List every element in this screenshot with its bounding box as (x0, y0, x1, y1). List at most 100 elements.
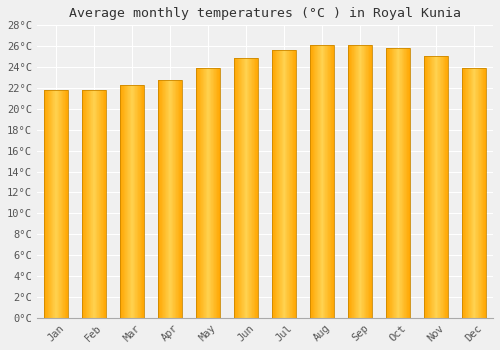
Bar (216, 68, 217, 318)
Bar (318, 45, 319, 318)
Bar (257, 58, 258, 318)
Bar (134, 85, 135, 318)
Bar (388, 48, 389, 318)
Bar (432, 56, 433, 318)
Bar (128, 85, 129, 318)
Bar (320, 45, 321, 318)
Bar (280, 50, 281, 318)
Bar (67, 90, 68, 318)
Bar (476, 68, 477, 318)
Bar (475, 68, 476, 318)
Bar (125, 85, 126, 318)
Bar (462, 68, 463, 318)
Bar (366, 45, 367, 318)
Bar (278, 50, 280, 318)
Bar (210, 68, 211, 318)
Bar (274, 50, 275, 318)
Bar (173, 79, 174, 318)
Bar (91, 90, 92, 318)
Bar (427, 56, 428, 318)
Bar (199, 68, 200, 318)
Bar (178, 79, 179, 318)
Bar (399, 48, 400, 318)
Bar (310, 45, 311, 318)
Bar (434, 56, 435, 318)
Bar (160, 79, 161, 318)
Bar (356, 45, 357, 318)
Bar (313, 45, 314, 318)
Bar (290, 50, 291, 318)
Bar (247, 58, 248, 318)
Bar (480, 68, 481, 318)
Bar (253, 58, 254, 318)
Bar (272, 50, 273, 318)
Bar (359, 45, 360, 318)
Bar (65, 90, 66, 318)
Bar (390, 48, 391, 318)
Bar (291, 50, 292, 318)
Title: Average monthly temperatures (°C ) in Royal Kunia: Average monthly temperatures (°C ) in Ro… (69, 7, 461, 20)
Bar (371, 45, 372, 318)
Bar (426, 56, 427, 318)
Bar (136, 85, 137, 318)
Bar (275, 50, 276, 318)
Bar (86, 90, 87, 318)
Bar (133, 85, 134, 318)
Bar (479, 68, 480, 318)
Bar (102, 90, 104, 318)
Bar (161, 79, 162, 318)
Bar (98, 90, 99, 318)
Bar (317, 45, 318, 318)
Bar (158, 79, 160, 318)
Bar (138, 85, 139, 318)
Bar (283, 50, 284, 318)
Bar (401, 48, 402, 318)
Bar (353, 45, 354, 318)
Bar (406, 48, 407, 318)
Bar (387, 48, 388, 318)
Bar (162, 79, 163, 318)
Bar (319, 45, 320, 318)
Bar (429, 56, 430, 318)
Bar (409, 48, 410, 318)
Bar (126, 85, 127, 318)
Bar (174, 79, 175, 318)
Bar (105, 90, 106, 318)
Bar (472, 68, 473, 318)
Bar (484, 68, 486, 318)
Bar (442, 56, 443, 318)
Bar (463, 68, 464, 318)
Bar (202, 68, 203, 318)
Bar (206, 68, 208, 318)
Bar (165, 79, 166, 318)
Bar (47, 90, 48, 318)
Bar (142, 85, 143, 318)
Bar (171, 79, 172, 318)
Bar (440, 56, 442, 318)
Bar (84, 90, 85, 318)
Bar (282, 50, 283, 318)
Bar (177, 79, 178, 318)
Bar (234, 58, 236, 318)
Bar (389, 48, 390, 318)
Bar (130, 85, 132, 318)
Bar (430, 56, 432, 318)
Bar (238, 58, 239, 318)
Bar (289, 50, 290, 318)
Bar (44, 90, 45, 318)
Bar (328, 45, 329, 318)
Bar (279, 50, 280, 318)
Bar (216, 68, 218, 318)
Bar (248, 58, 249, 318)
Bar (468, 68, 469, 318)
Bar (129, 85, 130, 318)
Bar (92, 90, 94, 318)
Bar (404, 48, 405, 318)
Bar (250, 58, 252, 318)
Bar (143, 85, 144, 318)
Bar (198, 68, 199, 318)
Bar (206, 68, 207, 318)
Bar (360, 45, 361, 318)
Bar (473, 68, 474, 318)
Bar (272, 50, 274, 318)
